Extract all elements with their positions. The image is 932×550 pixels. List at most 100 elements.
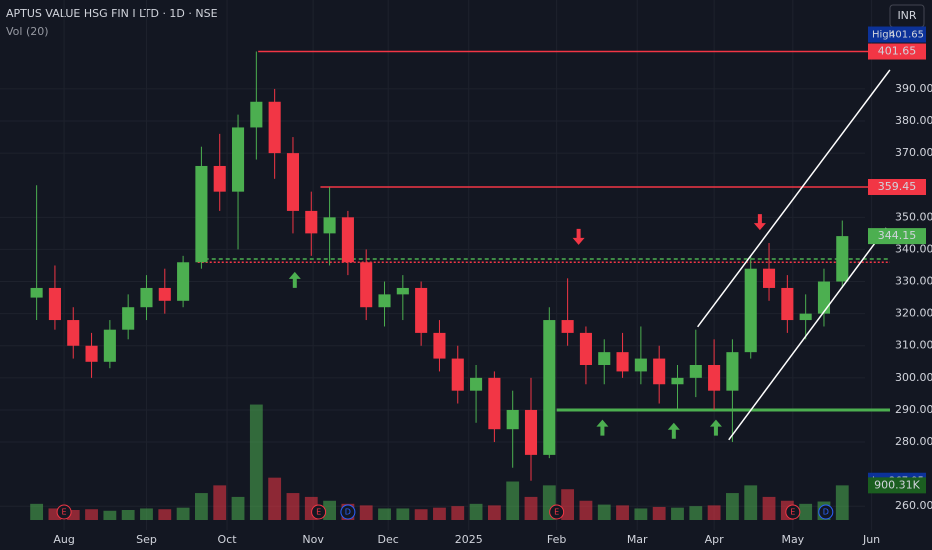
candle-body [122,307,135,330]
x-tick-label: Jun [862,533,880,546]
volume-bar [689,506,703,520]
chart-title: APTUS VALUE HSG FIN I LTD · 1D · NSE [6,7,218,20]
volume-bar [286,493,300,520]
arrow-marker [288,271,301,288]
volume-bar [323,500,336,520]
arrow-marker [596,419,609,436]
candle-body [30,287,43,298]
y-tick-label: 260.00 [895,499,932,512]
level-tag-label: 359.45 [878,180,917,193]
arrow-marker [753,214,766,231]
volume-tag-label: 900.31K [874,478,920,491]
candle-body [286,153,300,211]
candle-body [213,165,226,192]
y-tick-label: 330.00 [895,275,932,288]
level-tag [868,178,926,195]
volume-bar [48,508,62,520]
event-icon[interactable] [785,504,801,520]
candle-body [561,320,574,333]
y-tick-label: 370.00 [895,146,932,159]
candle-body [378,294,391,308]
volume-title: Vol (20) [6,25,49,38]
y-tick-label: 390.00 [895,82,932,95]
x-tick-label: Feb [547,533,566,546]
volume-bar [66,509,80,520]
volume-bar [671,507,684,520]
volume-bar [451,506,465,520]
volume-bar [359,505,373,520]
last-price-tag [868,228,926,245]
volume-bar [140,508,153,520]
volume-bar [762,496,776,520]
volume-bar [195,493,208,520]
volume-bar [249,404,263,520]
arrow-marker [572,228,585,245]
trendline [728,227,887,441]
event-icon[interactable] [56,504,72,520]
event-label: D [823,508,829,517]
x-tick-label: Apr [705,533,725,546]
y-tick-label: 310.00 [895,339,932,352]
candle-body [726,352,739,391]
y-tick-label: 320.00 [895,307,932,320]
x-tick-label: Oct [218,533,238,546]
candle-body [341,217,354,263]
candle-body [653,358,666,385]
y-tick-label: 300.00 [895,371,932,384]
volume-bar [524,496,538,520]
candle-body [616,352,629,372]
candle-body [268,101,281,154]
x-tick-label: 2025 [455,533,483,546]
trendline [697,69,891,328]
volume-bar [799,503,813,520]
candle-body [195,165,208,263]
candle-body [708,364,721,391]
volume-bar [176,507,190,520]
x-tick-label: Aug [53,533,74,546]
volume-bar [561,489,575,520]
event-icon[interactable] [549,504,565,520]
volume-bar [469,503,483,520]
candle-body [451,358,464,391]
volume-bar [85,509,98,520]
candle-body [140,287,153,308]
volume-bar [597,504,611,520]
volume-bar [487,505,501,520]
candle-body [543,320,556,455]
volume-bar [158,509,172,520]
event-icon[interactable] [818,504,834,520]
x-tick-label: Mar [627,533,648,546]
candle-body [744,268,757,353]
event-label: E [62,508,67,517]
y-tick-label: 340.00 [895,242,932,255]
candle-body [415,287,428,333]
candle-body [506,409,519,430]
candle-body [488,377,501,430]
volume-bar [213,485,227,520]
candle-body [781,287,794,321]
event-label: E [316,508,321,517]
candle-body [250,101,263,128]
y-tick-label: 350.00 [895,210,932,223]
y-tick-label: 280.00 [895,435,932,448]
candle-body [396,287,409,295]
candle-body [48,287,61,321]
volume-bar [579,500,593,520]
volume-bar [378,508,391,520]
candle-body [158,287,171,301]
event-icon[interactable] [340,504,356,520]
candle-body [85,345,98,362]
volume-bar [835,485,849,520]
candle-body [470,377,483,391]
candle-body [817,281,831,314]
candle-body [762,268,776,288]
candle-body [433,332,446,359]
volume-bar [726,493,739,520]
event-icon[interactable] [311,504,327,520]
candle-body [360,262,373,308]
currency[interactable]: INR [897,9,916,22]
candle-body [579,332,592,365]
last-price-tag-label: 344.15 [878,229,917,242]
